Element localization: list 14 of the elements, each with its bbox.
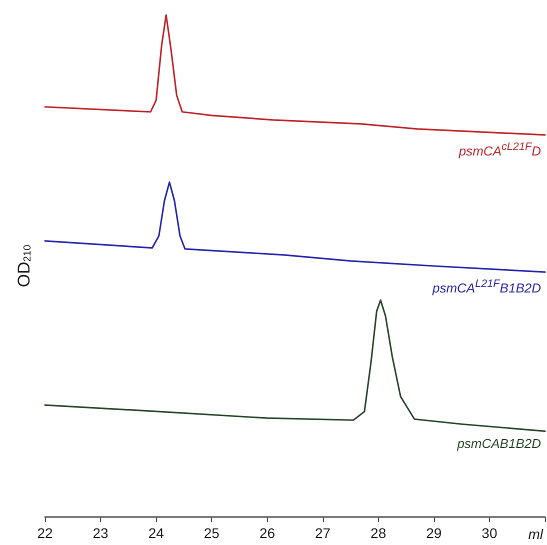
series-label: psmCA$^{cL21F}$D xyxy=(458,140,541,158)
x-tick-label: 25 xyxy=(204,525,220,541)
series-label: psmCAB1B2D xyxy=(457,436,541,452)
x-tick-label: 24 xyxy=(148,525,164,541)
x-tick-label: 27 xyxy=(314,525,331,541)
x-tick-label: 30 xyxy=(482,525,498,541)
y-axis-title: OD210 xyxy=(14,244,34,288)
x-tick-label: 26 xyxy=(259,525,276,541)
x-tick-label: 22 xyxy=(37,525,53,541)
x-axis-title: ml xyxy=(528,526,544,542)
x-tick-label: 28 xyxy=(370,525,386,541)
series-label: psmCA$^{L21F}$B1B2D xyxy=(432,277,541,296)
x-tick-label: 29 xyxy=(426,525,442,541)
x-tick-label: 23 xyxy=(92,525,109,541)
